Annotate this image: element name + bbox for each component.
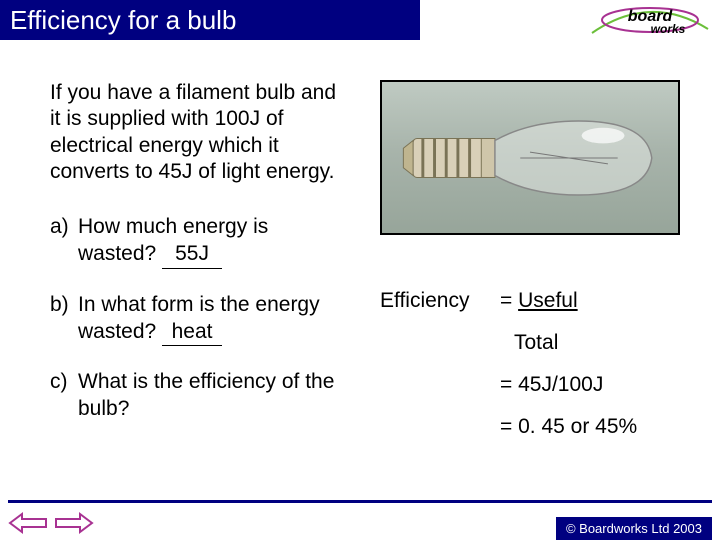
arrow-right-icon[interactable] [54, 512, 94, 534]
copyright: © Boardworks Ltd 2003 [556, 517, 712, 540]
left-column: If you have a filament bulb and it is su… [50, 80, 350, 448]
logo-area: board works [420, 0, 720, 40]
efficiency-row: = 45J/100J [380, 364, 680, 406]
right-column: Efficiency = Useful Total = 45J/100J = 0… [380, 80, 680, 448]
efficiency-value: = 45J/100J [500, 364, 603, 406]
question-b: b) In what form is the energy wasted? he… [50, 291, 350, 347]
efficiency-value: = Useful [500, 280, 578, 322]
question-a: a) How much energy is wasted? 55J [50, 213, 350, 269]
footer: © Boardworks Ltd 2003 [0, 500, 720, 540]
efficiency-row: Efficiency = Useful [380, 280, 680, 322]
efficiency-row: = 0. 45 or 45% [380, 406, 680, 448]
efficiency-value: = 0. 45 or 45% [500, 406, 637, 448]
question-body: In what form is the energy wasted? heat [78, 291, 350, 347]
question-letter: a) [50, 213, 78, 269]
logo-text-sub: works [651, 22, 686, 36]
question-letter: b) [50, 291, 78, 347]
efficiency-row: Total [380, 322, 680, 364]
arrow-left-icon[interactable] [8, 512, 48, 534]
intro-text: If you have a filament bulb and it is su… [50, 80, 350, 185]
question-body: What is the efficiency of the bulb? [78, 368, 350, 423]
boardworks-logo: board works [590, 3, 710, 37]
efficiency-label: Efficiency [380, 280, 500, 322]
question-letter: c) [50, 368, 78, 423]
content: If you have a filament bulb and it is su… [0, 40, 720, 448]
nav-arrows [8, 512, 94, 540]
bulb-glass-icon [495, 121, 652, 195]
question-c: c) What is the efficiency of the bulb? [50, 368, 350, 423]
efficiency-value: Total [500, 322, 558, 364]
bulb-image [380, 80, 680, 235]
question-text: What is the efficiency of the bulb? [78, 370, 334, 420]
answer-a: 55J [162, 240, 222, 268]
answer-b: heat [162, 318, 222, 346]
bulb-base-icon [403, 139, 495, 178]
efficiency-block: Efficiency = Useful Total = 45J/100J = 0… [380, 280, 680, 448]
question-body: How much energy is wasted? 55J [78, 213, 350, 269]
question-list: a) How much energy is wasted? 55J b) In … [50, 213, 350, 423]
page-title: Efficiency for a bulb [0, 0, 420, 40]
header: Efficiency for a bulb board works [0, 0, 720, 40]
